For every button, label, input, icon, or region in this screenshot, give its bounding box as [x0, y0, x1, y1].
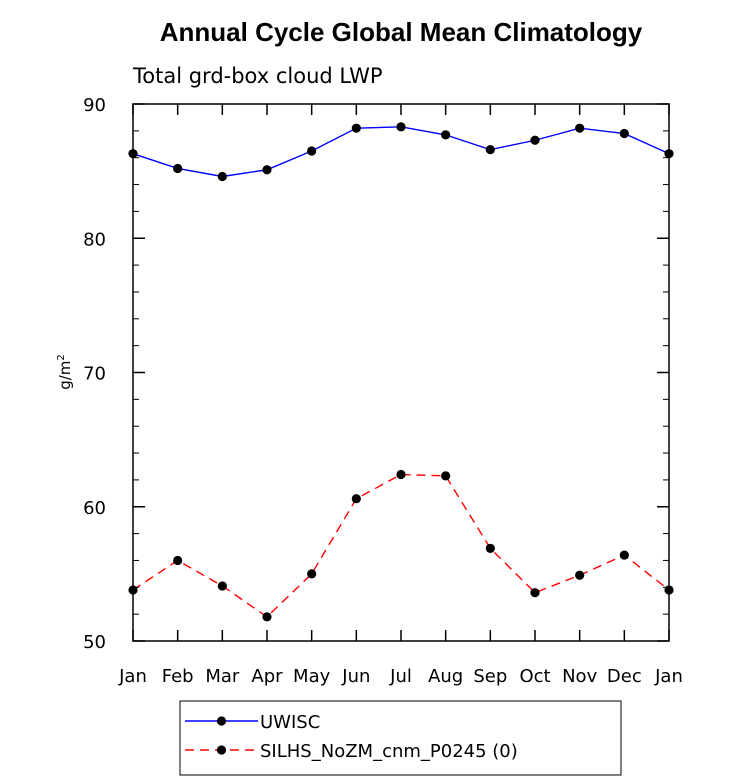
- legend-label: SILHS_NoZM_cnm_P0245 (0): [260, 741, 518, 762]
- data-point: [396, 122, 406, 132]
- series-layer: [128, 122, 674, 622]
- data-point: [262, 612, 272, 622]
- y-tick-label: 90: [83, 95, 106, 116]
- data-point: [217, 581, 227, 591]
- series-line: [132, 126, 670, 178]
- x-tick-label: Jun: [341, 666, 370, 687]
- axis-layer: Jan Feb Mar Apr May Jun Jul Aug Sep Oct Nov Dec Jan 5…: [83, 95, 683, 687]
- y-axis-label: g/m2: [56, 354, 74, 390]
- data-point: [530, 588, 540, 598]
- data-point: [396, 469, 406, 480]
- data-point: [262, 165, 272, 175]
- x-tick-label: Apr: [251, 666, 283, 687]
- chart-subtitle: Total grd-box cloud LWP: [132, 64, 383, 88]
- legend-item: UWISC: [185, 712, 320, 733]
- data-point: [173, 163, 183, 174]
- legend-marker: [216, 716, 227, 726]
- legend-label: UWISC: [260, 712, 320, 733]
- x-tick-label: Jul: [389, 666, 412, 687]
- y-tick-label: 80: [83, 229, 106, 250]
- x-tick-label: Aug: [428, 666, 463, 687]
- legend-marker: [216, 745, 227, 755]
- x-tick-label: Sep: [473, 666, 507, 687]
- legend-items: UWISC SILHS_NoZM_cnm_P0245 (0): [185, 712, 518, 762]
- series-line: [132, 473, 670, 618]
- data-point: [619, 550, 629, 560]
- plot-frame: [132, 103, 670, 642]
- y-tick-label: 50: [83, 632, 106, 653]
- data-point: [530, 135, 540, 145]
- x-tick-label: Dec: [607, 666, 642, 687]
- data-point: [619, 128, 629, 139]
- legend-box: [179, 700, 622, 776]
- x-tick-label: Jan: [118, 666, 147, 687]
- x-tick-label: May: [293, 666, 331, 687]
- data-point: [307, 569, 317, 579]
- data-point: [485, 543, 495, 553]
- data-point: [173, 555, 183, 566]
- data-point: [575, 123, 585, 133]
- chart-title: Annual Cycle Global Mean Climatology: [160, 17, 643, 47]
- data-point: [217, 171, 227, 182]
- data-point: [307, 146, 317, 156]
- data-point: [441, 471, 451, 481]
- y-tick-label: 70: [83, 364, 106, 385]
- data-point: [575, 570, 585, 580]
- data-point: [351, 494, 361, 504]
- x-tick-label: Jan: [654, 666, 683, 687]
- series-2: [128, 469, 674, 622]
- data-point: [441, 130, 451, 140]
- y-axis-label-superscript: 2: [56, 354, 67, 360]
- y-axis-label-main: g/m: [56, 361, 74, 390]
- x-tick-label: Mar: [205, 666, 240, 687]
- x-tick-label: Nov: [562, 666, 597, 687]
- x-tick-label: Oct: [519, 666, 550, 687]
- series-1: [128, 122, 674, 182]
- x-tick-label: Feb: [162, 666, 194, 687]
- legend: UWISC SILHS_NoZM_cnm_P0245 (0): [179, 700, 622, 776]
- legend-item: SILHS_NoZM_cnm_P0245 (0): [185, 741, 518, 762]
- data-point: [485, 145, 495, 155]
- data-point: [351, 123, 361, 133]
- y-tick-label: 60: [83, 498, 106, 519]
